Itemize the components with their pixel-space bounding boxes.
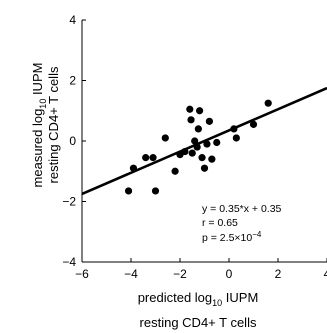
data-point	[188, 149, 196, 157]
data-point	[198, 154, 206, 162]
x-axis-title-line-2: resting CD4+ T cells	[140, 315, 257, 330]
x-tick-label: −2	[173, 267, 187, 281]
data-point	[149, 154, 157, 162]
p-value-annotation: p = 2.5×10−4	[202, 230, 262, 244]
data-point	[200, 164, 209, 172]
x-tick-label: −4	[124, 267, 138, 281]
data-point	[203, 140, 211, 148]
equation-annotation: y = 0.35*x + 0.35	[202, 203, 282, 215]
y-tick-label: 0	[69, 134, 76, 148]
x-tick-label: 4	[324, 267, 327, 281]
data-point	[171, 167, 179, 175]
data-point	[191, 137, 199, 145]
y-tick-label: −2	[62, 195, 76, 209]
data-point	[249, 120, 258, 128]
data-point	[194, 125, 202, 133]
data-point	[161, 134, 169, 142]
regression-line	[81, 86, 327, 196]
data-point	[213, 138, 221, 147]
data-point	[186, 105, 194, 113]
x-tick-label: −6	[75, 267, 89, 281]
x-axis-title-line-1: predicted log10 IUPM	[138, 290, 259, 308]
y-axis-title-line-1: measured log10 IUPM	[30, 63, 48, 188]
x-tick-label: 0	[226, 267, 233, 281]
y-axis-title-line-2: resting CD4+ T cells	[46, 66, 61, 183]
data-point	[208, 155, 216, 163]
r-annotation: r = 0.65	[202, 217, 238, 229]
data-point	[264, 99, 272, 107]
data-point	[124, 187, 133, 195]
data-point	[187, 116, 195, 124]
x-tick-label: 2	[275, 267, 282, 281]
data-point	[151, 187, 160, 195]
data-point	[196, 107, 204, 115]
y-tick-label: −4	[62, 255, 76, 269]
y-tick-label: 4	[69, 13, 76, 27]
data-point	[232, 134, 240, 142]
data-point	[142, 154, 150, 162]
y-tick-label: 2	[69, 74, 76, 88]
data-point	[205, 117, 213, 125]
